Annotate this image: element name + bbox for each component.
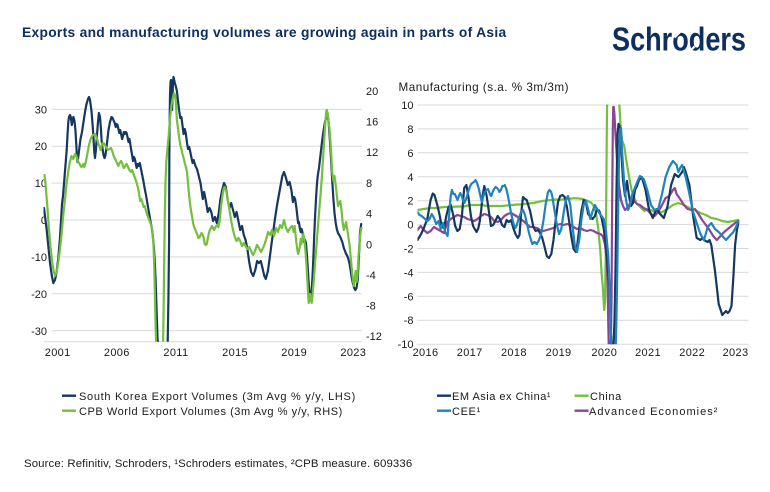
svg-text:-8: -8 [404,315,414,327]
svg-text:-4: -4 [366,270,376,282]
svg-text:South Korea Export Volumes (3m: South Korea Export Volumes (3m Avg % y/y… [79,391,356,403]
svg-text:2016: 2016 [413,347,439,359]
svg-text:Advanced Economies²: Advanced Economies² [589,406,718,418]
svg-text:2018: 2018 [501,347,527,359]
svg-text:-30: -30 [31,326,47,338]
svg-text:2023: 2023 [340,347,366,359]
svg-text:2023: 2023 [723,347,749,359]
svg-text:2019: 2019 [546,347,572,359]
svg-text:6: 6 [407,148,413,160]
svg-text:-20: -20 [31,289,47,301]
svg-text:2006: 2006 [104,347,130,359]
svg-text:2: 2 [407,196,413,208]
svg-text:2017: 2017 [457,347,483,359]
svg-text:2019: 2019 [281,347,307,359]
svg-text:0: 0 [407,220,413,232]
svg-text:-6: -6 [404,291,414,303]
svg-text:CPB World Export Volumes (3m A: CPB World Export Volumes (3m Avg % y/y, … [79,406,343,418]
svg-text:20: 20 [366,86,378,98]
svg-text:-4: -4 [404,267,414,279]
svg-text:2001: 2001 [45,347,71,359]
svg-text:2011: 2011 [163,347,188,359]
svg-text:-2: -2 [404,244,414,256]
svg-text:12: 12 [366,147,378,159]
svg-text:-10: -10 [398,339,414,351]
svg-text:-12: -12 [366,331,382,343]
svg-text:CEE¹: CEE¹ [452,406,481,418]
svg-text:Schroders: Schroders [612,21,746,58]
svg-text:4: 4 [407,172,413,184]
svg-text:16: 16 [366,117,378,129]
svg-text:EM Asia ex China¹: EM Asia ex China¹ [452,391,551,403]
svg-text:30: 30 [35,104,47,116]
svg-text:-8: -8 [366,301,376,313]
svg-text:4: 4 [366,209,372,221]
svg-text:10: 10 [35,178,47,190]
svg-text:China: China [590,391,622,403]
svg-text:Manufacturing (s.a. % 3m/3m): Manufacturing (s.a. % 3m/3m) [399,81,570,94]
svg-text:2021: 2021 [635,347,661,359]
svg-text:Exports and manufacturing volu: Exports and manufacturing volumes are gr… [22,25,506,40]
svg-text:-10: -10 [31,252,47,264]
svg-text:2020: 2020 [591,347,617,359]
svg-text:20: 20 [35,141,47,153]
svg-text:8: 8 [366,178,372,190]
svg-text:2015: 2015 [222,347,248,359]
svg-text:2022: 2022 [679,347,705,359]
svg-text:0: 0 [366,239,372,251]
svg-text:8: 8 [407,124,413,136]
svg-text:10: 10 [401,100,413,112]
svg-text:Source: Refinitiv, Schroders,: Source: Refinitiv, Schroders, ¹Schroders… [24,458,412,470]
svg-text:0: 0 [41,215,47,227]
